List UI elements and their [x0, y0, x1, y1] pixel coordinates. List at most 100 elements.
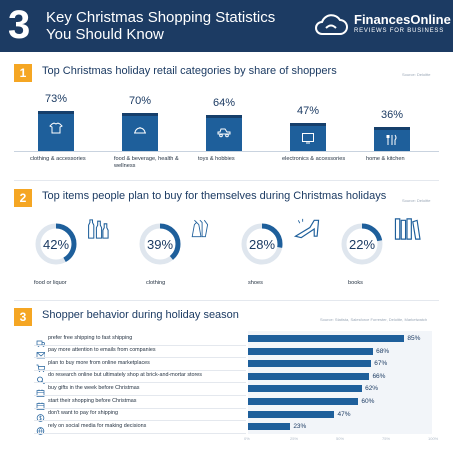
x-tick-label: 100% [428, 435, 439, 441]
x-tick-label: 25% [290, 435, 299, 441]
percentage-ring [138, 222, 182, 266]
section-2-source: Source: Deloitte [402, 198, 431, 203]
section-1-title: Top Christmas holiday retail categories … [42, 65, 337, 77]
retail-value-label: 47% [296, 104, 320, 117]
calendar-icon [36, 384, 45, 397]
page-title-line-1: Key Christmas Shopping Statistics [46, 9, 276, 26]
behavior-bar [248, 360, 372, 368]
cloud-logo-icon [315, 14, 348, 35]
ring-category-label: books [348, 280, 363, 286]
brand-name: FinancesOnline [354, 12, 451, 27]
behavior-value-label: 66% [372, 372, 386, 380]
shirt-icon [49, 121, 63, 134]
behavior-bar [248, 385, 363, 393]
row-separator [34, 357, 246, 359]
row-separator [34, 344, 246, 346]
retail-bar [38, 111, 74, 151]
x-tick-label: 50% [336, 435, 345, 441]
section-3-title: Shopper behavior during holiday season [42, 309, 239, 321]
section-divider-1 [14, 180, 439, 181]
percentage-ring [34, 222, 78, 266]
behavior-bar [248, 347, 374, 355]
behavior-value-label: 68% [376, 347, 390, 355]
row-separator [34, 420, 246, 422]
ring-value-label: 22% [348, 237, 376, 252]
retail-category-label: food & beverage, health & wellness [114, 156, 179, 169]
globe-icon [36, 422, 45, 435]
page-title-line-2: You Should Know [46, 26, 164, 43]
section-divider-2 [14, 300, 439, 301]
retail-category-label: electronics & accessories [282, 156, 346, 162]
x-tick-label: 75% [382, 435, 391, 441]
ring-value-label: 39% [146, 237, 174, 252]
retail-bar [122, 112, 158, 151]
behavior-category-label: buy gifts in the week before Christmas [48, 384, 140, 391]
ring-value-label: 42% [42, 237, 70, 252]
calendar-icon [36, 397, 45, 410]
behavior-value-label: 85% [407, 335, 421, 342]
behavior-bar [248, 410, 335, 418]
truck-icon [36, 334, 46, 347]
brand-tagline: REVIEWS FOR BUSINESS [354, 28, 445, 34]
section-1-source: Source: Deloitte [402, 72, 431, 77]
retail-category-label: clothing & accessories [30, 156, 86, 162]
behavior-value-label: 60% [361, 398, 375, 405]
ring-category-label: food or liquor [34, 280, 67, 286]
books-icon [392, 216, 422, 247]
row-separator [34, 395, 246, 396]
section-1-number: 1 [14, 64, 32, 82]
retail-bar [206, 115, 242, 151]
page-title: Key Christmas Shopping Statistics You Sh… [46, 9, 276, 43]
behavior-value-label: 47% [337, 410, 351, 418]
magnifier-icon [36, 371, 45, 385]
retail-bar [290, 122, 326, 151]
chart-plot-area [248, 331, 432, 434]
section-2-number: 2 [14, 189, 32, 207]
behavior-value-label: 67% [374, 360, 388, 368]
section-3-source: Source: Statista, Salesforce Forrester, … [320, 317, 428, 322]
section-3-number: 3 [14, 308, 32, 326]
food-tray-icon [133, 123, 147, 135]
x-tick-label: 0% [244, 435, 250, 441]
behavior-bar [248, 423, 291, 431]
bottles-icon [86, 216, 112, 247]
behavior-category-label: pay more attention to emails from compan… [48, 347, 156, 354]
ring-category-label: clothing [146, 280, 166, 286]
behavior-category-label: plan to buy more from online marketplace… [48, 359, 150, 366]
behavior-category-label: don't want to pay for shipping [48, 410, 118, 417]
retail-category-label: toys & hobbies [198, 156, 235, 162]
row-separator [34, 369, 246, 371]
row-separator [34, 407, 246, 409]
retail-value-label: 70% [128, 94, 152, 107]
behavior-bar [248, 372, 370, 380]
behavior-value-label: 23% [293, 423, 307, 431]
row-separator [34, 432, 246, 434]
retail-category-label: home & kitchen [366, 156, 405, 162]
envelope-icon [36, 346, 46, 359]
behavior-category-label: start their shopping before Christmas [48, 397, 137, 404]
row-separator [34, 382, 246, 384]
percentage-ring [240, 222, 284, 266]
behavior-category-label: do research online but ultimately shop a… [48, 372, 203, 379]
behavior-category-label: prefer free shipping to fast shipping [48, 334, 133, 341]
behavior-category-label: rely on social media for making decision… [48, 422, 147, 429]
high-heel-icon [292, 216, 322, 247]
section-2-title: Top items people plan to buy for themsel… [42, 190, 387, 202]
retail-value-label: 36% [380, 109, 404, 122]
header-number: 3 [8, 3, 31, 47]
ring-category-label: shoes [248, 280, 263, 286]
percentage-ring [340, 222, 384, 266]
cart-icon [36, 359, 46, 372]
header-banner: 3 Key Christmas Shopping Statistics You … [0, 0, 453, 52]
behavior-value-label: 62% [365, 385, 379, 393]
behavior-bar [248, 335, 405, 342]
retail-value-label: 73% [44, 93, 68, 106]
ring-value-label: 28% [248, 237, 276, 252]
behavior-bar [248, 398, 359, 405]
toy-car-icon [217, 125, 231, 138]
kitchen-utensils-icon [385, 133, 399, 146]
dollar-icon [36, 409, 45, 422]
retail-chart-baseline [14, 151, 439, 152]
dress-icon [190, 216, 212, 247]
retail-value-label: 64% [212, 97, 236, 110]
